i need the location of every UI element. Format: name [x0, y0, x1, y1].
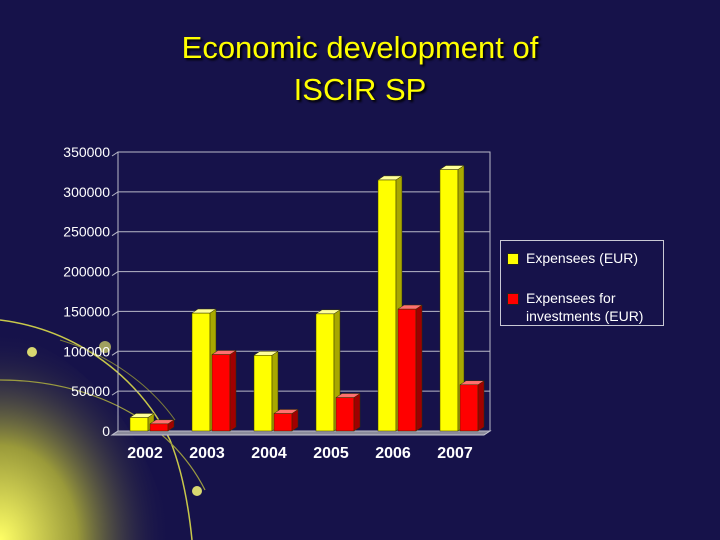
bar-investments-2007	[459, 384, 479, 432]
y-tick-label: 150000	[63, 303, 110, 319]
legend-label-expenses: Expensees (EUR)	[526, 250, 639, 266]
legend-label-investments: Expensees for investments (EUR)	[526, 289, 643, 325]
bar-expenses-2006	[377, 179, 397, 432]
slide-title-line-1: Economic development of	[181, 30, 539, 65]
legend-label-investments-line-2: investments (EUR)	[526, 308, 644, 324]
gridline-depth	[111, 151, 119, 157]
bar-investments-2003	[211, 354, 231, 432]
bar-expenses-2004	[253, 355, 273, 432]
swoosh-dot-1	[27, 347, 37, 357]
bar-investments-2005	[335, 397, 355, 432]
bar-side	[353, 393, 361, 432]
bar-top	[149, 419, 175, 425]
x-tick-label: 2003	[189, 445, 225, 462]
bar-investments-2004	[273, 413, 293, 432]
bar-expenses-2005	[315, 313, 335, 432]
bar-top	[191, 308, 217, 314]
legend-label-investments-line-1: Expensees for	[526, 290, 616, 306]
swoosh-curve-3	[59, 339, 176, 421]
bar-top	[377, 175, 403, 181]
chart-floor	[110, 430, 492, 436]
gridline-depth	[111, 390, 119, 396]
y-tick-label: 0	[102, 423, 110, 439]
bar-investments-2006	[397, 308, 417, 432]
bar-top	[129, 413, 155, 418]
bar-top	[397, 304, 423, 310]
bar-top	[439, 165, 465, 170]
bar-top	[315, 309, 341, 315]
x-tick-label: 2002	[127, 445, 163, 462]
y-tick-label: 250000	[63, 224, 110, 240]
gridline-depth	[111, 231, 119, 237]
y-tick-label: 300000	[63, 184, 110, 200]
bar-side	[477, 380, 485, 432]
y-tick-label: 200000	[63, 264, 110, 280]
swoosh-dot-3	[192, 486, 202, 496]
bar-top	[459, 380, 485, 386]
y-tick-label: 100000	[63, 343, 110, 359]
bar-expenses-2007	[439, 169, 459, 432]
swoosh-curve-2	[0, 379, 206, 491]
gridline-depth	[111, 350, 119, 356]
bar-expenses-2003	[191, 312, 211, 432]
y-tick-label: 350000	[63, 144, 110, 160]
chart-legend: Expensees (EUR) Expensees for investment…	[500, 240, 664, 326]
y-tick-label: 50000	[71, 383, 110, 399]
bar-top	[211, 350, 237, 355]
plot-area	[117, 151, 491, 432]
gridline-depth	[111, 191, 119, 197]
bar-top	[335, 393, 361, 398]
bar-side	[415, 304, 423, 432]
bar-top	[253, 351, 279, 356]
legend-swatch-expenses	[507, 253, 519, 265]
gridline-depth	[111, 311, 119, 316]
x-tick-label: 2006	[375, 445, 411, 462]
x-tick-label: 2007	[437, 445, 473, 462]
bar-top	[273, 409, 299, 414]
legend-swatch-investments	[507, 293, 519, 305]
bar-side	[229, 350, 237, 432]
x-tick-label: 2005	[313, 445, 349, 462]
slide-title-line-2: ISCIR SP	[293, 72, 427, 107]
gridline-depth	[111, 430, 119, 436]
bar-expenses-2002	[129, 417, 149, 432]
bar-investments-2002	[149, 423, 169, 432]
x-tick-label: 2004	[251, 445, 287, 462]
gridline-depth	[111, 271, 119, 276]
swoosh-dot-2	[99, 341, 111, 353]
